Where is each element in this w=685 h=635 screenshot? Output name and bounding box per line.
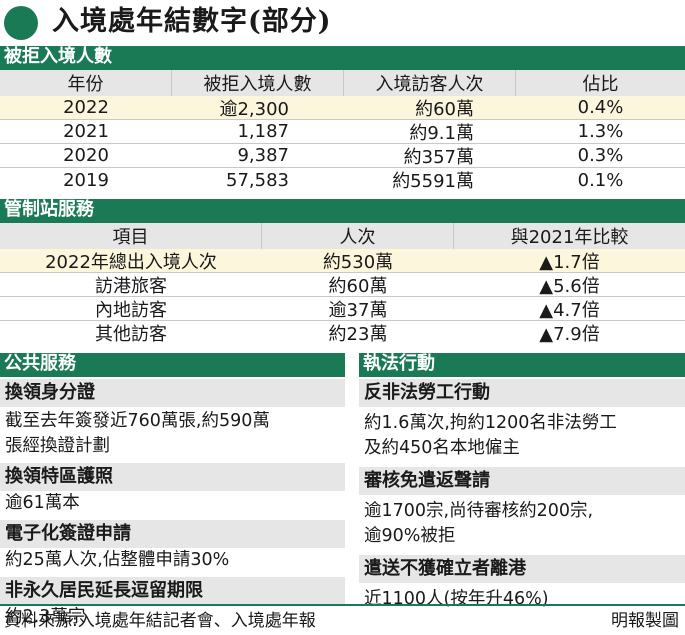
col-header-visitors: 入境訪客人次 [344, 70, 516, 96]
item-heading: 電子化簽證申請 [0, 520, 345, 548]
cell-visitors: 約9.1萬 [409, 122, 474, 144]
footer: 資料來源:入境處年結記者會、入境處年報 明報製圖 [0, 604, 685, 635]
item-heading: 換領身分證 [0, 379, 345, 407]
cell-year: 2019 [63, 169, 109, 191]
col-header-ratio: 佔比 [582, 74, 619, 95]
table-row: 2020 9,387 約357萬 0.3% [0, 144, 685, 168]
section-enforcement-header: 執法行動 [359, 353, 685, 377]
table-header-row: 年份 被拒入境人數 入境訪客人次 佔比 [0, 70, 685, 96]
cell-ratio: 1.3% [577, 121, 624, 142]
cell-refused: 1,187 [237, 121, 289, 142]
cell-year: 2020 [63, 145, 109, 166]
item-text: 約25萬人次,佔整體申請30% [5, 550, 230, 570]
cell-year: 2022 [63, 97, 109, 118]
cell-compare: ▲1.7倍 [539, 251, 600, 273]
cell-item: 訪港旅客 [95, 275, 167, 297]
table-row: 2022年總出入境人次 約530萬 ▲1.7倍 [0, 249, 685, 273]
item-heading: 反非法勞工行動 [359, 379, 685, 407]
section-control-points-header: 管制站服務 [0, 199, 685, 223]
cell-trips: 約530萬 [322, 251, 394, 273]
cell-compare: ▲5.6倍 [539, 275, 600, 297]
public-services-panel: 換領身分證 截至去年簽發近760萬張,約590萬 張經換證計劃 換領特區護照 逾… [0, 377, 345, 630]
col-header-trips: 人次 [262, 223, 454, 249]
cell-trips: 約60萬 [328, 275, 388, 297]
table-row: 2019 57,583 約5591萬 0.1% [0, 168, 685, 193]
enforcement-panel: 反非法勞工行動 約1.6萬次,拘約1200名非法勞工 及約450名本地僱主 審核… [359, 377, 685, 612]
cell-visitors: 約5591萬 [392, 171, 474, 192]
infographic-title: 入境處年結數字(部分) [0, 0, 685, 44]
cell-item: 2022年總出入境人次 [45, 251, 217, 273]
cell-item: 其他訪客 [95, 324, 167, 345]
item-text: 及約450名本地僱主 [364, 438, 520, 458]
cell-item: 內地訪客 [95, 299, 167, 321]
item-text: 張經換證計劃 [5, 436, 110, 456]
cell-compare: ▲4.7倍 [539, 299, 600, 321]
table-header-row: 項目 人次 與2021年比較 [0, 223, 685, 249]
table-row: 2021 1,187 約9.1萬 1.3% [0, 120, 685, 144]
cell-trips: 逾37萬 [328, 299, 388, 321]
item-text: 約2.3萬宗 [5, 607, 86, 627]
col-header-refused: 被拒入境人數 [172, 70, 344, 96]
cell-refused: 9,387 [237, 145, 289, 166]
cell-refused: 逾2,300 [219, 98, 289, 120]
cell-ratio: 0.3% [577, 145, 624, 166]
table-row: 訪港旅客 約60萬 ▲5.6倍 [0, 273, 685, 297]
col-header-year: 年份 [0, 70, 172, 96]
title-text: 入境處年結數字(部分) [52, 6, 332, 37]
cell-ratio: 0.4% [577, 97, 624, 118]
cell-visitors: 約357萬 [403, 146, 474, 168]
source-note: 資料來源:入境處年結記者會、入境處年報 [4, 611, 316, 631]
col-header-item: 項目 [0, 223, 262, 249]
section-refused-entry-header: 被拒入境人數 [0, 46, 685, 70]
table-row: 內地訪客 逾37萬 ▲4.7倍 [0, 297, 685, 321]
table-row: 2022 逾2,300 約60萬 0.4% [0, 96, 685, 120]
item-text: 逾1700宗,尚待審核約200宗, [364, 501, 594, 521]
item-heading: 換領特區護照 [0, 463, 345, 491]
col-header-compare: 與2021年比較 [510, 227, 629, 248]
cell-visitors: 約60萬 [415, 98, 474, 120]
item-text: 約1.6萬次,拘約1200名非法勞工 [364, 413, 617, 433]
item-text: 逾61萬本 [5, 493, 80, 513]
cell-compare: ▲7.9倍 [539, 324, 600, 345]
cell-ratio: 0.1% [577, 169, 624, 191]
cell-trips: 約23萬 [328, 324, 388, 345]
title-bullet-icon [4, 6, 38, 40]
item-text: 逾90%被拒 [364, 526, 456, 546]
item-text: 截至去年簽發近760萬張,約590萬 [5, 411, 270, 431]
table-row: 其他訪客 約23萬 ▲7.9倍 [0, 321, 685, 345]
credit-note: 明報製圖 [611, 611, 679, 631]
section-public-services-header: 公共服務 [0, 353, 345, 377]
cell-year: 2021 [63, 121, 109, 142]
item-heading: 審核免遣返聲請 [359, 467, 685, 495]
item-heading: 非永久居民延長逗留期限 [0, 577, 345, 605]
item-heading: 遣送不獲確立者離港 [359, 555, 685, 583]
cell-refused: 57,583 [226, 169, 289, 191]
